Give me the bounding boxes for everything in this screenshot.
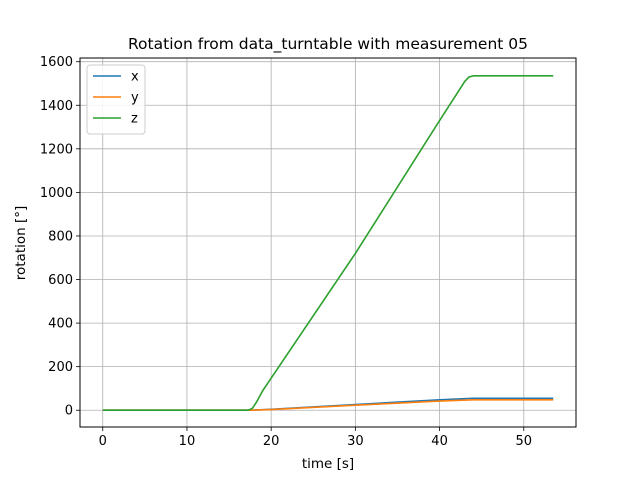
y-tick-label: 1200: [40, 142, 73, 157]
plot-frame: [79, 57, 577, 428]
x-tick-label: 20: [263, 434, 280, 449]
x-tick-label: 50: [516, 434, 533, 449]
y-tick-label: 400: [48, 317, 73, 332]
x-axis-label: time [s]: [302, 456, 354, 472]
axis-ticks: 0 10 20 30 40 50 0 200 400 600 800 1000 1200 1400 1600: [40, 55, 532, 449]
legend-label-y: y: [131, 91, 139, 106]
y-tick-label: 1000: [40, 186, 73, 201]
legend-label-x: x: [131, 70, 139, 85]
legend-box: [86, 64, 146, 135]
legend: xyz: [86, 64, 146, 135]
x-tick-label: 10: [179, 434, 196, 449]
grid: [80, 58, 576, 427]
y-tick-label: 0: [65, 404, 73, 419]
chart-title: Rotation from data_turntable with measur…: [128, 35, 528, 54]
y-tick-label: 600: [48, 273, 73, 288]
legend-label-z: z: [131, 112, 138, 127]
x-tick-label: 30: [347, 434, 364, 449]
y-tick-label: 800: [48, 229, 73, 244]
y-axis-label: rotation [°]: [13, 206, 29, 281]
y-tick-label: 200: [48, 360, 73, 375]
x-tick-label: 0: [99, 434, 107, 449]
y-tick-label: 1600: [40, 55, 73, 70]
series-lines: [102, 75, 554, 412]
y-tick-label: 1400: [40, 99, 73, 114]
series-line-z: [102, 75, 554, 412]
x-tick-label: 40: [431, 434, 448, 449]
